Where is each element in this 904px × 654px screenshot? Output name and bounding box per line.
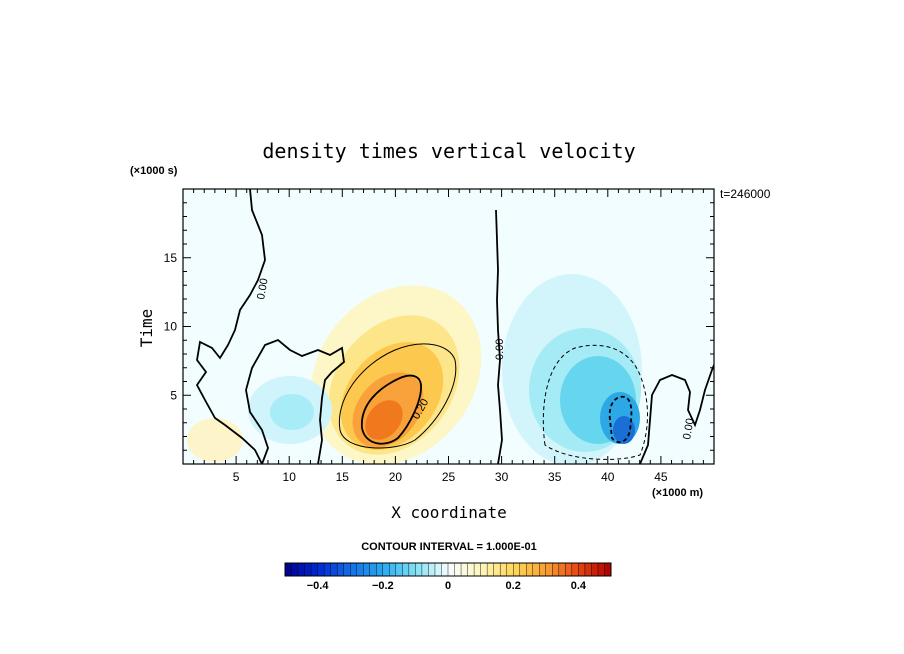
colorbar-cell — [376, 562, 384, 577]
positive-weak-left — [187, 418, 243, 462]
colorbar-tick-label: −0.2 — [372, 580, 394, 592]
colorbar-cell — [558, 562, 566, 577]
colorbar-cell — [578, 562, 586, 577]
x-tick-label: 20 — [389, 470, 403, 484]
colorbar-cell — [323, 562, 332, 577]
contour-label-left: 0.00 — [255, 277, 271, 300]
colorbar-cell — [591, 562, 599, 577]
colorbar-cell — [310, 562, 318, 577]
colorbar-cell — [363, 562, 371, 577]
x-tick-label: 45 — [654, 470, 668, 484]
positive-blob-core — [365, 400, 403, 440]
colorbar-cell — [604, 562, 612, 577]
colorbar-tick-label: −0.4 — [307, 580, 330, 592]
chart-title: density times vertical velocity — [262, 139, 635, 163]
colorbar-cell — [519, 562, 527, 577]
negative-blob-core — [613, 416, 635, 444]
contour-field: 0.00 0.00 0.20 0.00 — [183, 189, 714, 464]
colorbar-cell — [382, 562, 390, 577]
contour-interval-text: CONTOUR INTERVAL = 1.000E-01 — [361, 541, 537, 553]
x-tick-label: 40 — [601, 470, 615, 484]
y-tick-label: 5 — [170, 388, 177, 402]
colorbar-cell — [584, 562, 592, 577]
x-tick-label: 35 — [548, 470, 562, 484]
colorbar-cell — [434, 562, 442, 577]
colorbar-cell — [513, 562, 521, 577]
x-tick-label: 25 — [442, 470, 456, 484]
colorbar-cell — [493, 562, 501, 577]
zero-contour-left-inner — [245, 338, 345, 464]
x-tick-label: 15 — [336, 470, 350, 484]
colorbar-tick-label: 0 — [445, 580, 451, 592]
colorbar-cell — [499, 562, 508, 577]
contour-0-1 — [338, 343, 457, 449]
colorbar-cell — [356, 562, 364, 577]
colorbar-cell — [330, 562, 338, 577]
colorbar-cell — [415, 562, 423, 577]
colorbar-cell — [486, 562, 495, 577]
colorbar-frame — [284, 562, 612, 577]
contour-label-middle: 0.00 — [494, 339, 506, 360]
colorbar-cell — [532, 562, 540, 577]
zero-contour-right — [639, 364, 714, 464]
colorbar-cell — [336, 562, 345, 577]
colorbar-cell — [402, 562, 410, 577]
colorbar-cell — [284, 562, 292, 577]
colorbar-cell — [473, 562, 481, 577]
colorbar-cell — [291, 562, 299, 577]
contour-0-2 — [361, 374, 422, 445]
colorbar-tick-label: 0.4 — [571, 580, 587, 592]
colorbar: −0.4 −0.2 0 0.2 0.4 — [284, 562, 612, 592]
y-axis-label: Time — [137, 309, 156, 348]
colorbar-cell — [506, 562, 514, 577]
x-axis-label: X coordinate — [391, 503, 507, 522]
colorbar-cell — [571, 562, 579, 577]
negative-weak-core — [270, 394, 314, 430]
colorbar-cell — [454, 562, 462, 577]
colorbar-cell — [460, 562, 468, 577]
colorbar-cell — [447, 562, 455, 577]
colorbar-cell — [297, 562, 305, 577]
axis-ticks: 5 10 15 20 25 30 35 40 45 5 10 15 — [164, 188, 715, 484]
x-tick-label: 30 — [495, 470, 509, 484]
colorbar-cell — [350, 562, 358, 577]
time-stamp: t=246000 — [720, 187, 771, 201]
zero-contour-middle — [495, 209, 503, 464]
colorbar-cell — [539, 562, 547, 577]
colorbar-cell — [369, 562, 377, 577]
colorbar-cell — [597, 562, 605, 577]
colorbar-cell — [441, 562, 449, 577]
y-tick-label: 10 — [164, 320, 178, 334]
colorbar-cell — [317, 562, 325, 577]
colorbar-cell — [304, 562, 312, 577]
x-tick-label: 10 — [283, 470, 297, 484]
zero-contour-left — [195, 189, 266, 464]
colorbar-cell — [565, 562, 573, 577]
colorbar-cell — [428, 562, 436, 577]
colorbar-cell — [526, 562, 534, 577]
contour-neg-0-1 — [542, 344, 648, 460]
y-unit-label: (×1000 s) — [130, 165, 178, 177]
x-unit-label: (×1000 m) — [652, 487, 703, 499]
colorbar-cell — [552, 562, 560, 577]
colorbar-tick-label: 0.2 — [506, 580, 521, 592]
y-tick-label: 15 — [164, 251, 178, 265]
colorbar-cell — [389, 562, 397, 577]
colorbar-cell — [343, 562, 351, 577]
contour-neg-0-2 — [608, 395, 633, 444]
colorbar-cell — [467, 562, 475, 577]
x-tick-label: 5 — [233, 470, 240, 484]
colorbar-cell — [408, 562, 416, 577]
colorbar-cell — [421, 562, 429, 577]
colorbar-cell — [545, 562, 553, 577]
colorbar-cell — [480, 562, 488, 577]
contour-label-right: 0.00 — [681, 417, 697, 440]
colorbar-cell — [395, 562, 403, 577]
